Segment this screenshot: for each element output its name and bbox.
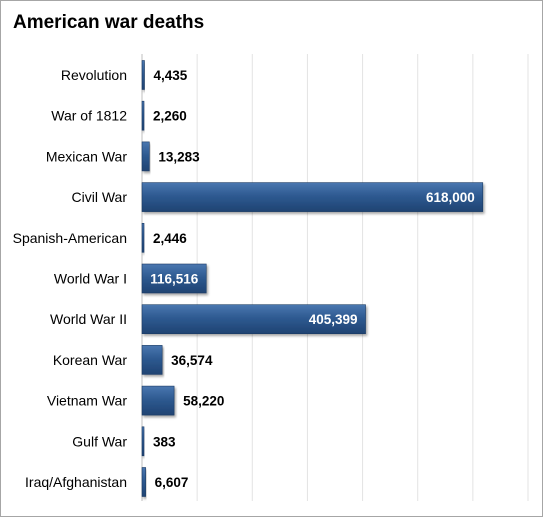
value-label-revolution: 4,435 [153, 68, 187, 83]
value-label-iraq-afghanistan: 6,607 [155, 475, 189, 490]
category-label-vietnam-war: Vietnam War [47, 393, 127, 409]
category-label-war-of-1812: War of 1812 [51, 108, 127, 124]
value-label-korean-war: 36,574 [171, 353, 213, 368]
bar-world-war-i [141, 263, 207, 294]
value-label-vietnam-war: 58,220 [183, 394, 224, 409]
category-label-world-war-i: World War I [54, 271, 127, 287]
category-label-gulf-war: Gulf War [72, 433, 127, 449]
category-label-world-war-ii: World War II [50, 311, 127, 327]
value-labels: 4,435 2,260 13,283 618,000 2,446 116,516 405,3… [150, 68, 475, 490]
bars [141, 60, 484, 497]
category-label-korean-war: Korean War [53, 352, 128, 368]
bar-mexican-war [141, 141, 150, 172]
value-label-world-war-i: 116,516 [150, 272, 199, 287]
value-label-war-of-1812: 2,260 [153, 109, 187, 124]
category-labels: Revolution War of 1812 Mexican War Civil Wa… [13, 67, 128, 490]
value-label-civil-war: 618,000 [426, 190, 475, 205]
category-label-iraq-afghanistan: Iraq/Afghanistan [25, 474, 127, 490]
bar-revolution [141, 60, 145, 90]
category-label-spanish-american: Spanish-American [13, 230, 127, 246]
bar-gulf-war [141, 426, 145, 457]
value-label-mexican-war: 13,283 [158, 149, 200, 164]
category-label-revolution: Revolution [61, 67, 127, 83]
bar-spanish-american [141, 223, 145, 253]
bar-vietnam-war [141, 385, 175, 416]
value-label-gulf-war: 383 [153, 434, 176, 449]
bar-civil-war [141, 182, 484, 212]
bar-korean-war [141, 345, 163, 375]
bar-world-war-ii [141, 304, 366, 335]
bar-war-of-1812 [141, 100, 145, 131]
chart-title: American war deaths [13, 12, 205, 33]
value-label-world-war-ii: 405,399 [309, 312, 358, 327]
value-label-spanish-american: 2,446 [153, 231, 187, 246]
category-label-mexican-war: Mexican War [46, 148, 128, 164]
bar-iraq-afghanistan [141, 467, 146, 497]
category-label-civil-war: Civil War [72, 189, 128, 205]
